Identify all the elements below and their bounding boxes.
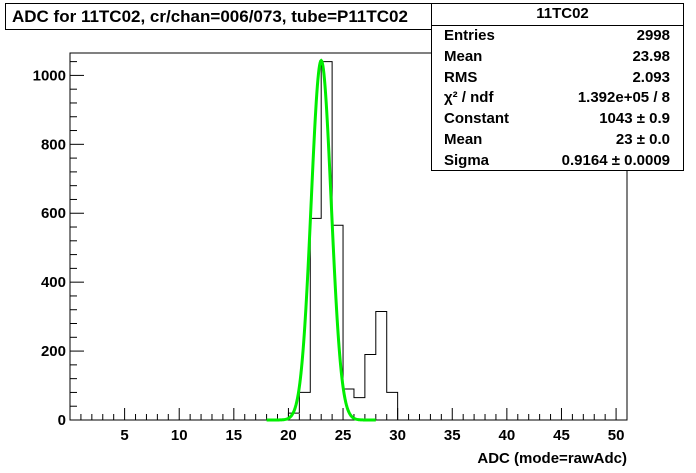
y-tick-label: 0 (58, 412, 66, 429)
x-tick-label: 10 (171, 427, 188, 444)
stats-value: 2.093 (632, 68, 670, 86)
x-tick-label: 40 (499, 427, 516, 444)
x-tick-label: 15 (225, 427, 242, 444)
stats-row-constant: Constant 1043 ± 0.9 (432, 109, 683, 130)
stats-value: 23.98 (632, 47, 670, 65)
stats-label: Mean (444, 47, 483, 65)
gaussian-fit-curve (266, 58, 376, 422)
stats-label: Sigma (444, 151, 490, 169)
x-tick-label: 45 (553, 427, 570, 444)
stats-box: 11TC02 Entries 2998 Mean 23.98 RMS 2.093… (431, 3, 684, 171)
stats-value: 0.9164 ± 0.0009 (561, 151, 670, 169)
stats-label: Entries (444, 27, 495, 44)
x-axis-label: ADC (mode=rawAdc) (477, 450, 627, 467)
y-tick-label: 400 (41, 274, 66, 291)
stats-row-chi2: χ² / ndf 1.392e+05 / 8 (432, 88, 683, 109)
stats-value: 1.392e+05 / 8 (577, 89, 670, 107)
stats-value: 1043 ± 0.9 (599, 110, 670, 128)
stats-value: 23 ± 0.0 (615, 130, 670, 148)
plot-frame (69, 52, 628, 421)
x-tick-label: 5 (120, 427, 128, 444)
x-tick-label: 35 (444, 427, 461, 444)
x-tick-label: 50 (608, 427, 625, 444)
stats-label: RMS (444, 68, 478, 86)
stats-row-fit-mean: Mean 23 ± 0.0 (432, 130, 683, 151)
stats-value: 2998 (636, 27, 670, 44)
y-tick-label: 1000 (33, 67, 66, 84)
y-tick-label: 800 (41, 136, 66, 153)
x-tick-label: 20 (280, 427, 297, 444)
stats-row-sigma: Sigma 0.9164 ± 0.0009 (432, 151, 683, 172)
stats-row-mean: Mean 23.98 (432, 47, 683, 68)
stats-label: Constant (444, 110, 509, 128)
y-tick-label: 600 (41, 205, 66, 222)
x-tick-label: 30 (389, 427, 406, 444)
chart-title: ADC for 11TC02, cr/chan=006/073, tube=P1… (5, 3, 496, 30)
stats-row-entries: Entries 2998 (432, 26, 683, 47)
y-tick-label: 200 (41, 343, 66, 360)
stats-label: Mean (444, 130, 483, 148)
stats-label: χ² / ndf (444, 89, 494, 107)
stats-row-rms: RMS 2.093 (432, 68, 683, 89)
stats-title: 11TC02 (432, 4, 683, 26)
histogram-bars (287, 61, 399, 420)
x-tick-label: 25 (335, 427, 352, 444)
